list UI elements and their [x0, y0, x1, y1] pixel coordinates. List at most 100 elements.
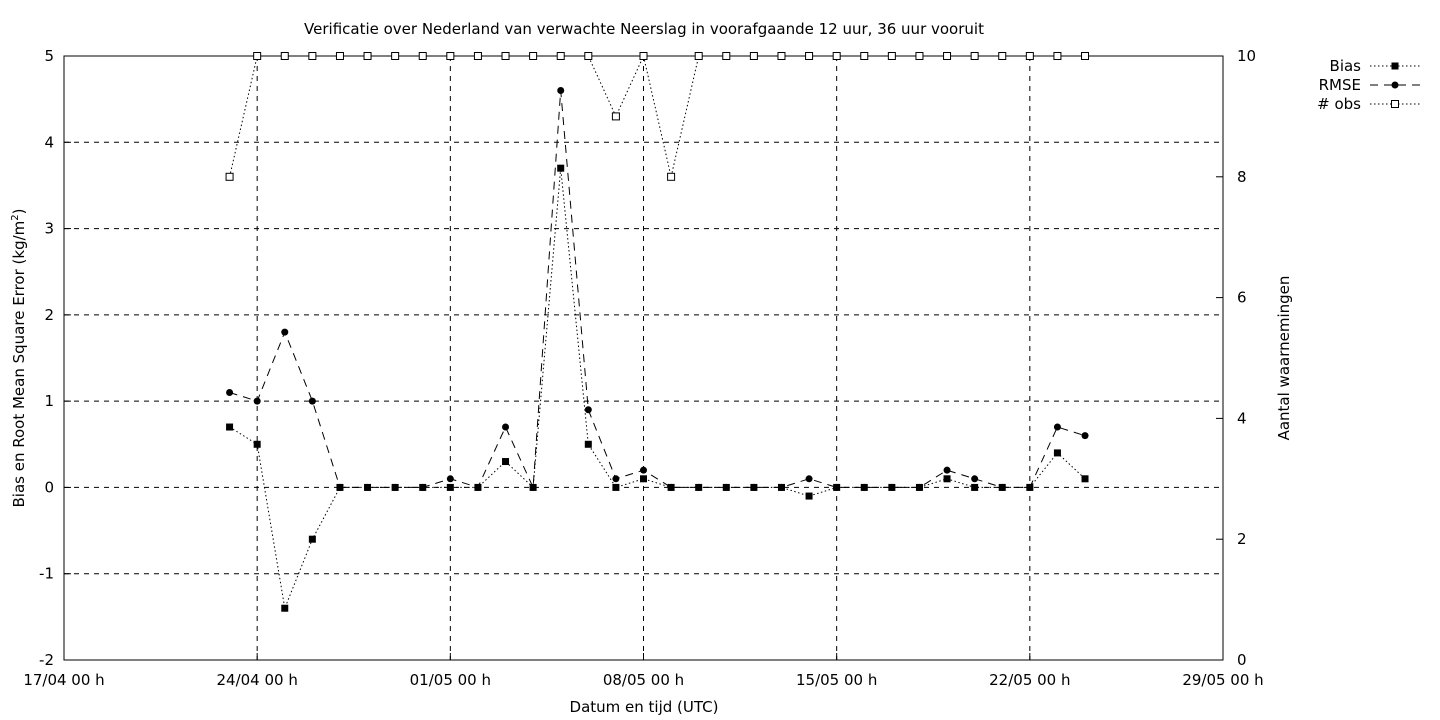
legend-label-rmse: RMSE [1319, 76, 1361, 94]
y-left-tick-label: 0 [44, 478, 54, 496]
data-point-bias [1053, 449, 1061, 457]
data-point-bias [308, 535, 316, 543]
x-axis-label: Datum en tijd (UTC) [570, 698, 719, 716]
data-point-bias [612, 483, 620, 491]
data-point-rmse [529, 483, 537, 491]
data-point-obs [915, 52, 924, 60]
data-point-rmse [750, 483, 758, 491]
y-left-tick-label: 3 [44, 220, 54, 238]
data-point-rmse [695, 483, 703, 491]
data-point-rmse [777, 483, 785, 491]
data-point-obs [584, 52, 593, 60]
y-right-tick-label: 4 [1237, 409, 1247, 427]
data-point-bias [446, 483, 454, 491]
data-point-rmse [557, 87, 565, 95]
y-right-tick-label: 8 [1237, 168, 1247, 186]
x-tick-label: 15/05 00 h [796, 671, 877, 689]
data-point-obs [860, 52, 869, 60]
data-point-rmse [915, 483, 923, 491]
data-point-bias [584, 440, 592, 448]
data-point-obs [832, 52, 841, 60]
data-point-obs [501, 52, 510, 60]
data-point-rmse [336, 483, 344, 491]
data-point-rmse [474, 483, 482, 491]
data-point-bias [502, 458, 510, 466]
y-axis-label-left: Bias en Root Mean Square Error (kg/m2) [10, 209, 28, 508]
data-point-obs [391, 52, 400, 60]
data-point-rmse [943, 466, 951, 474]
data-point-rmse [667, 483, 675, 491]
legend-label-bias: Bias [1330, 57, 1362, 75]
series-line-obs [229, 54, 1085, 177]
y-left-tick-label: 5 [44, 47, 54, 65]
data-point-obs [473, 52, 482, 60]
data-point-bias [943, 475, 951, 483]
data-point-bias [253, 440, 261, 448]
data-point-obs [722, 52, 731, 60]
data-point-obs [694, 52, 703, 60]
data-point-bias [226, 423, 234, 431]
x-tick-label: 22/05 00 h [989, 671, 1070, 689]
series-line-bias [229, 168, 1086, 611]
data-point-bias [1081, 475, 1089, 483]
x-tick-label: 17/04 00 h [23, 671, 104, 689]
y-right-tick-label: 2 [1237, 530, 1247, 548]
y-left-tick-label: 2 [44, 306, 54, 324]
series-bias [226, 164, 1089, 612]
x-tick-label: 08/05 00 h [603, 671, 684, 689]
chart-title: Verificatie over Nederland van verwachte… [304, 20, 984, 38]
data-point-obs [1053, 52, 1062, 60]
data-point-rmse [640, 466, 647, 474]
data-point-obs [970, 52, 979, 60]
x-tick-label: 01/05 00 h [410, 671, 491, 689]
series-line-rmse [229, 90, 1086, 489]
data-point-rmse [419, 483, 427, 491]
data-point-rmse [584, 406, 592, 414]
data-point-rmse [446, 475, 454, 483]
data-point-rmse [1053, 423, 1061, 431]
data-point-rmse [364, 483, 372, 491]
data-point-rmse [860, 483, 868, 491]
data-point-rmse [281, 328, 289, 336]
y-axis-label-left-end: ) [10, 209, 28, 215]
data-point-obs [805, 52, 814, 60]
data-point-obs [1081, 52, 1090, 60]
data-point-bias [971, 483, 979, 491]
data-point-rmse [971, 475, 979, 483]
axes: -2 -1 0 1 2 3 4 5 0 2 4 6 8 10 17/04 00 h 24/04 00 h 01/… [23, 47, 1263, 689]
data-point-obs [280, 52, 289, 60]
data-point-obs [446, 52, 455, 60]
data-point-rmse [502, 423, 510, 431]
data-point-bias [281, 604, 289, 612]
data-point-obs [749, 52, 758, 60]
x-tick-label: 24/04 00 h [216, 671, 297, 689]
x-tick-label: 29/05 00 h [1182, 671, 1263, 689]
data-point-bias [805, 492, 813, 500]
data-point-rmse [391, 483, 399, 491]
data-point-obs [1025, 52, 1034, 60]
data-point-obs [363, 52, 372, 60]
data-point-bias [557, 164, 565, 172]
data-point-rmse [888, 483, 896, 491]
grid-lines [64, 56, 1223, 660]
data-point-rmse [998, 483, 1006, 491]
data-point-obs [943, 52, 952, 60]
data-point-obs [556, 52, 565, 60]
data-point-rmse [226, 389, 234, 397]
data-point-obs [529, 52, 538, 60]
data-point-obs [777, 52, 786, 60]
data-point-rmse [833, 483, 841, 491]
legend-marker-rmse [1391, 81, 1399, 89]
y-right-tick-label: 0 [1237, 651, 1247, 669]
y-right-tick-label: 10 [1237, 47, 1256, 65]
data-point-obs [611, 112, 620, 121]
series-rmse [226, 87, 1089, 491]
y-right-tick-label: 6 [1237, 289, 1247, 307]
data-point-obs [253, 52, 262, 60]
series-obs [225, 52, 1090, 181]
legend-label-obs: # obs [1317, 95, 1361, 113]
data-point-obs [887, 52, 896, 60]
data-point-rmse [1081, 432, 1089, 440]
